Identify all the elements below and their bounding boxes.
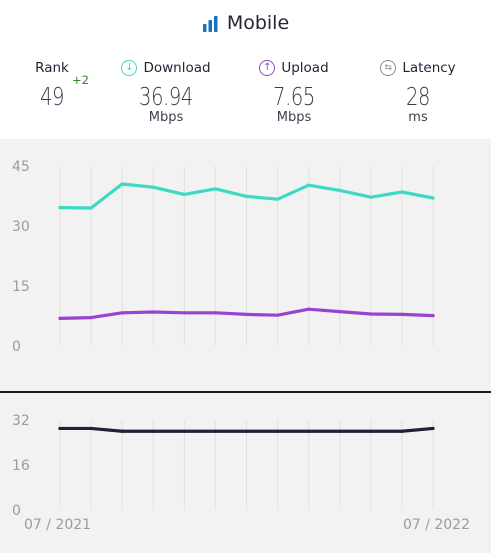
y-tick-label: 0 bbox=[12, 503, 21, 519]
data-point-latency bbox=[244, 429, 249, 433]
data-point-latency bbox=[431, 426, 435, 431]
upload-stat: ↑ Upload 7.65 Mbps bbox=[250, 58, 338, 125]
data-point-upload bbox=[400, 312, 404, 316]
latency-chart-panel: 32 16 0 07 / 2021 07 / 2022 bbox=[0, 393, 491, 553]
latency-stat: ⇆ Latency 28 ms bbox=[372, 58, 464, 125]
data-point-upload bbox=[213, 311, 218, 315]
data-point-upload bbox=[120, 311, 124, 315]
data-point-upload bbox=[275, 313, 280, 317]
download-unit: Mbps bbox=[148, 110, 184, 125]
data-point-upload bbox=[151, 310, 155, 314]
data-point-latency bbox=[120, 429, 124, 433]
data-point-download bbox=[213, 187, 218, 191]
download-value: 36.94 bbox=[139, 82, 193, 111]
x-tick-label: 07 / 2022 bbox=[403, 517, 470, 533]
upload-value: 7.65 bbox=[273, 82, 315, 111]
speed-line-chart: 45 30 15 0 bbox=[12, 159, 435, 355]
download-stat: ↓ Download 36.94 Mbps bbox=[110, 58, 222, 125]
latency-label: Latency bbox=[402, 60, 456, 76]
data-point-download bbox=[89, 206, 93, 210]
data-point-download bbox=[58, 206, 62, 210]
chart-header: Mobile bbox=[0, 8, 491, 38]
latency-unit: ms bbox=[408, 110, 428, 125]
latency-line-chart: 32 16 007 / 2021 07 / 2022 bbox=[12, 413, 470, 533]
data-point-download bbox=[400, 190, 404, 194]
data-point-download bbox=[275, 197, 280, 201]
data-point-download bbox=[369, 195, 373, 199]
data-point-latency bbox=[307, 429, 311, 433]
data-point-latency bbox=[58, 426, 62, 431]
y-tick-label: 45 bbox=[12, 159, 30, 175]
latency-arrows-icon: ⇆ bbox=[380, 60, 397, 76]
speed-chart-panel: 45 30 15 0 bbox=[0, 139, 491, 391]
data-point-download bbox=[431, 196, 435, 200]
data-point-latency bbox=[213, 429, 218, 433]
y-tick-label: 30 bbox=[12, 219, 30, 235]
data-point-upload bbox=[89, 316, 93, 320]
rank-change-badge: +2 bbox=[72, 73, 89, 87]
download-label: Download bbox=[143, 60, 211, 76]
data-point-latency bbox=[338, 429, 342, 433]
y-tick-label: 15 bbox=[12, 279, 30, 295]
rank-value: 49 bbox=[39, 82, 65, 111]
page-title: Mobile bbox=[226, 12, 290, 34]
upload-unit: Mbps bbox=[276, 110, 312, 125]
data-point-upload bbox=[307, 307, 311, 311]
data-point-latency bbox=[89, 426, 93, 431]
upload-label: Upload bbox=[281, 60, 329, 76]
data-point-upload bbox=[431, 314, 435, 318]
y-tick-label: 0 bbox=[12, 339, 21, 355]
chart-divider bbox=[0, 391, 491, 393]
y-tick-label: 32 bbox=[12, 413, 30, 429]
data-point-upload bbox=[182, 311, 186, 315]
data-point-download bbox=[307, 183, 311, 187]
data-point-download bbox=[151, 185, 155, 189]
y-tick-label: 16 bbox=[12, 458, 30, 474]
data-point-latency bbox=[151, 429, 155, 433]
data-point-latency bbox=[182, 429, 186, 433]
data-point-download bbox=[120, 182, 124, 186]
upload-arrow-icon: ↑ bbox=[259, 60, 276, 76]
data-point-download bbox=[182, 192, 186, 196]
data-point-upload bbox=[244, 312, 249, 316]
download-arrow-icon: ↓ bbox=[121, 60, 138, 76]
x-tick-label: 07 / 2021 bbox=[24, 517, 91, 533]
data-point-upload bbox=[58, 316, 62, 320]
data-point-latency bbox=[275, 429, 280, 433]
data-point-download bbox=[244, 194, 249, 198]
rank-label: Rank bbox=[35, 60, 69, 76]
rank-stat: Rank 49 bbox=[22, 58, 82, 112]
data-point-upload bbox=[369, 312, 373, 316]
signal-bars-icon bbox=[202, 15, 218, 32]
data-point-download bbox=[338, 188, 342, 192]
data-point-latency bbox=[369, 429, 373, 433]
latency-value: 28 bbox=[405, 82, 431, 111]
data-point-latency bbox=[400, 429, 404, 433]
data-point-upload bbox=[338, 310, 342, 314]
